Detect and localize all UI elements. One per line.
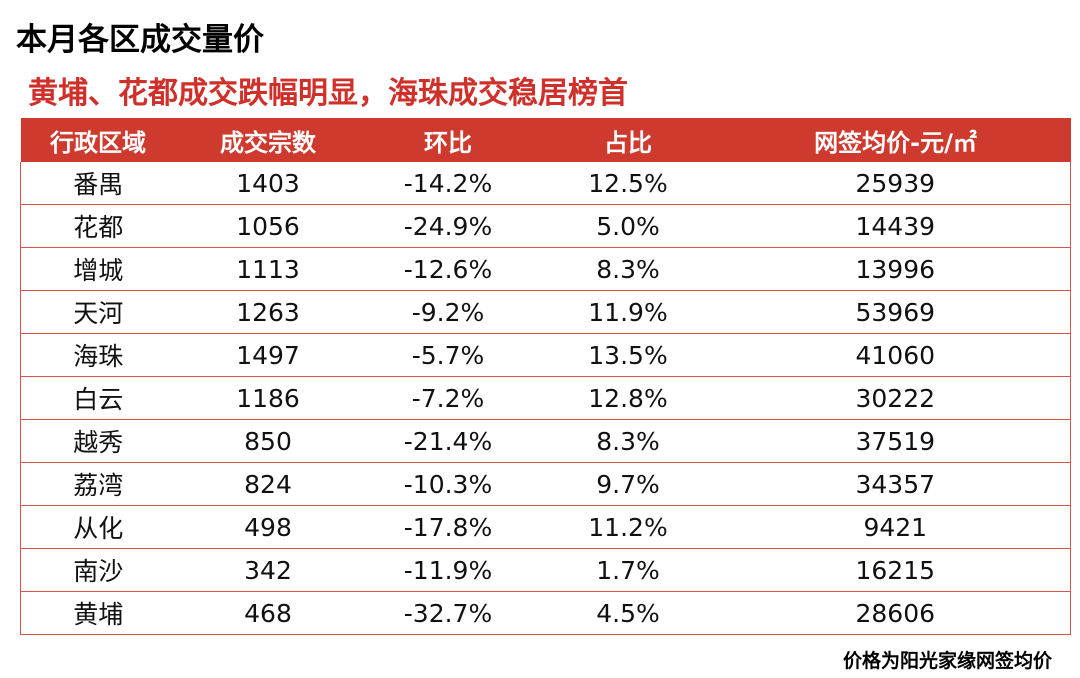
table-cell: 1113	[175, 247, 361, 291]
table-cell: 53969	[720, 290, 1071, 334]
table-cell: 37519	[720, 419, 1071, 463]
table-row: 番禺 1403 -14.2% 12.5% 25939	[20, 162, 1071, 205]
column-header: 网签均价-元/㎡	[720, 118, 1071, 162]
table-cell: 28606	[720, 591, 1071, 635]
table-cell: 850	[175, 419, 361, 463]
table-cell: 黄埔	[20, 591, 176, 635]
table-row: 花都 1056 -24.9% 5.0% 14439	[20, 204, 1071, 248]
table-cell: 12.5%	[535, 162, 721, 205]
table-cell: 498	[175, 505, 361, 549]
footer-note: 价格为阳光家缘网签均价	[842, 650, 1052, 672]
table-row: 南沙 342 -11.9% 1.7% 16215	[20, 548, 1071, 592]
table-cell: 13996	[720, 247, 1071, 291]
table-row: 黄埔 468 -32.7% 4.5% 28606	[20, 591, 1071, 635]
table-cell: 16215	[720, 548, 1071, 592]
table-row: 从化 498 -17.8% 11.2% 9421	[20, 505, 1071, 549]
table-cell: 荔湾	[20, 462, 176, 506]
table-cell: 824	[175, 462, 361, 506]
table-cell: 1056	[175, 204, 361, 248]
table-cell: -12.6%	[360, 247, 536, 291]
table-cell: 13.5%	[535, 333, 721, 377]
table-cell: 从化	[20, 505, 176, 549]
table-cell: 4.5%	[535, 591, 721, 635]
table-cell: 番禺	[20, 162, 176, 205]
table-cell: -24.9%	[360, 204, 536, 248]
column-header: 环比	[360, 118, 536, 162]
table-cell: 11.9%	[535, 290, 721, 334]
table-row: 白云 1186 -7.2% 12.8% 30222	[20, 376, 1071, 420]
subtitle: 黄埔、花都成交跌幅明显，海珠成交稳居榜首	[28, 76, 628, 111]
column-header: 成交宗数	[175, 118, 361, 162]
table-cell: 342	[175, 548, 361, 592]
table-row: 越秀 850 -21.4% 8.3% 37519	[20, 419, 1071, 463]
table-cell: -5.7%	[360, 333, 536, 377]
table-row: 天河 1263 -9.2% 11.9% 53969	[20, 290, 1071, 334]
column-header: 占比	[535, 118, 721, 162]
table-cell: -10.3%	[360, 462, 536, 506]
header-row: 行政区域 成交宗数 环比 占比 网签均价-元/㎡	[20, 118, 1071, 162]
table-cell: -32.7%	[360, 591, 536, 635]
table-cell: -14.2%	[360, 162, 536, 205]
table-cell: 8.3%	[535, 419, 721, 463]
table-cell: 9.7%	[535, 462, 721, 506]
table-cell: 5.0%	[535, 204, 721, 248]
table-cell: 1497	[175, 333, 361, 377]
table-cell: -11.9%	[360, 548, 536, 592]
table-cell: -17.8%	[360, 505, 536, 549]
column-header: 行政区域	[20, 118, 176, 162]
table-cell: 1263	[175, 290, 361, 334]
table-cell: 12.8%	[535, 376, 721, 420]
table-row: 海珠 1497 -5.7% 13.5% 41060	[20, 333, 1071, 377]
table-cell: 34357	[720, 462, 1071, 506]
table-cell: 白云	[20, 376, 176, 420]
table-cell: 增城	[20, 247, 176, 291]
table-cell: -7.2%	[360, 376, 536, 420]
table-cell: 花都	[20, 204, 176, 248]
table-cell: 30222	[720, 376, 1071, 420]
table-cell: 1.7%	[535, 548, 721, 592]
data-table: 行政区域 成交宗数 环比 占比 网签均价-元/㎡ 番禺 1403 -14.2% 12.5% 25…	[20, 118, 1071, 635]
table-cell: 468	[175, 591, 361, 635]
table-cell: 14439	[720, 204, 1071, 248]
table-cell: 8.3%	[535, 247, 721, 291]
table-cell: 海珠	[20, 333, 176, 377]
table-cell: 41060	[720, 333, 1071, 377]
table-body: 番禺 1403 -14.2% 12.5% 25939 花都 1056 -24.9% 5.0% 14…	[20, 162, 1071, 635]
table-cell: 9421	[720, 505, 1071, 549]
table-row: 荔湾 824 -10.3% 9.7% 34357	[20, 462, 1071, 506]
table-cell: -21.4%	[360, 419, 536, 463]
table-cell: 1186	[175, 376, 361, 420]
table-cell: 25939	[720, 162, 1071, 205]
title: 本月各区成交量价	[16, 22, 264, 58]
table-cell: 1403	[175, 162, 361, 205]
table-cell: -9.2%	[360, 290, 536, 334]
table-cell: 南沙	[20, 548, 176, 592]
table-cell: 天河	[20, 290, 176, 334]
table-cell: 越秀	[20, 419, 176, 463]
table-cell: 11.2%	[535, 505, 721, 549]
table-row: 增城 1113 -12.6% 8.3% 13996	[20, 247, 1071, 291]
